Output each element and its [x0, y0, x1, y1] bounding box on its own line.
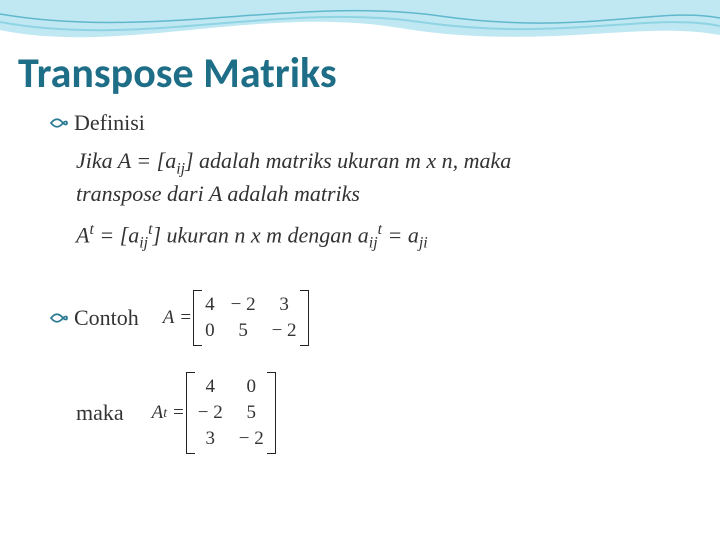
slide-body: Definisi Jika A = [aij] adalah matriks u…	[50, 108, 670, 454]
bullet-icon	[50, 305, 68, 319]
bullet-icon	[50, 110, 68, 124]
equals-sign: =	[180, 307, 191, 329]
matrix-cell: 3	[198, 428, 223, 450]
f-p3: ] ukuran n x m dengan a	[152, 222, 368, 247]
maka-label: maka	[76, 398, 124, 428]
f-sub4: ji	[419, 235, 428, 252]
def-line1-prefix: Jika A = [a	[76, 148, 176, 173]
def-line1-sub: ij	[176, 160, 185, 177]
matrix-A: 4 − 2 3 05 − 2	[197, 290, 304, 346]
contoh-row: Contoh A = 4 − 2 3 05 − 2	[50, 290, 670, 346]
matrix-cell: − 2	[231, 294, 256, 316]
matrix-cell: 0	[205, 320, 215, 342]
def-line1-suffix: ] adalah matriks ukuran m x n, maka	[185, 148, 511, 173]
matrix-cell: 4	[198, 376, 223, 398]
f-sub2: ij	[139, 235, 148, 252]
def-line2: transpose dari A adalah matriks	[76, 181, 360, 206]
slide-title: Transpose Matriks	[18, 48, 337, 99]
def-paragraph: Jika A = [aij] adalah matriks ukuran m x…	[76, 146, 670, 209]
f-p2: = [a	[94, 222, 139, 247]
f-p4: = a	[382, 222, 419, 247]
contoh-label: Contoh	[74, 303, 139, 333]
matrix-At-expr: At = 40 − 2 53 − 2	[152, 372, 272, 454]
bullet-contoh: Contoh	[50, 303, 139, 333]
definisi-label: Definisi	[74, 108, 145, 138]
f-p1: A	[76, 222, 89, 247]
matrix-cell: − 2	[272, 320, 297, 342]
matrix-cell: 0	[239, 376, 264, 398]
def-formula: At = [aijt] ukuran n x m dengan aijt = a…	[76, 219, 670, 254]
matrix-At-lhs-sup: t	[163, 405, 167, 421]
matrix-A-lhs: A	[163, 307, 175, 329]
matrix-At-lhs-base: A	[152, 402, 164, 424]
matrix-cell: 5	[239, 402, 264, 424]
maka-row: maka At = 40 − 2 53 − 2	[76, 372, 670, 454]
matrix-cell: 4	[205, 294, 215, 316]
matrix-At: 40 − 2 53 − 2	[190, 372, 272, 454]
equals-sign: =	[173, 402, 184, 424]
matrix-cell: 5	[231, 320, 256, 342]
matrix-cell: − 2	[198, 402, 223, 424]
bullet-definisi: Definisi	[50, 108, 670, 138]
matrix-cell: 3	[272, 294, 297, 316]
f-sub3: ij	[369, 235, 378, 252]
matrix-cell: − 2	[239, 428, 264, 450]
matrix-A-expr: A = 4 − 2 3 05 − 2	[163, 290, 305, 346]
